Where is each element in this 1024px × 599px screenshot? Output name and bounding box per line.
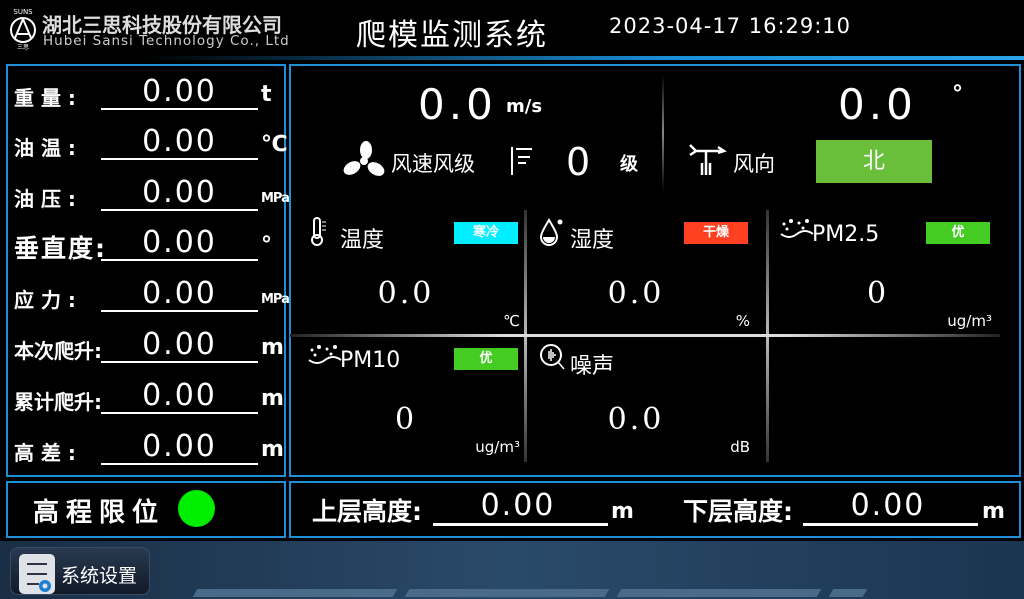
sensor-unit: °	[261, 233, 272, 258]
upper-height-label: 上层高度:	[312, 497, 422, 526]
sensor-unit: MPa	[261, 292, 290, 307]
wind-divider	[662, 74, 664, 192]
sensor-unit: m	[261, 437, 284, 462]
env-title: 温度	[340, 228, 385, 253]
system-settings-label: 系统设置	[61, 565, 138, 587]
env-status-badge: 寒冷	[454, 222, 518, 244]
sensor-label: 应 力 :	[14, 288, 76, 312]
sensor-underline	[101, 463, 258, 465]
datetime: 2023-04-17 16:29:10	[609, 14, 852, 38]
sensor-underline	[101, 259, 258, 261]
environment-panel	[289, 64, 1021, 477]
sensor-unit: t	[261, 82, 272, 107]
wind-speed-value: 0.0	[418, 80, 497, 129]
thermometer-icon	[308, 216, 330, 250]
sensor-underline	[101, 361, 258, 363]
wind-direction-text: 北	[862, 149, 885, 174]
wind-speed-label: 风速风级	[391, 152, 475, 176]
fan-icon	[343, 141, 385, 176]
env-value: 0.0	[377, 276, 435, 311]
sensor-value: 0.00	[142, 225, 217, 260]
env-value: 0.0	[607, 276, 665, 311]
sensor-value: 0.00	[142, 327, 217, 362]
sensor-label: 油 温 :	[14, 136, 76, 160]
wind-vane-icon	[689, 144, 727, 175]
sensor-label: 重 量 :	[14, 86, 76, 110]
sensor-underline	[101, 158, 258, 160]
env-unit: ℃	[503, 312, 520, 330]
env-unit: dB	[730, 438, 750, 456]
header: SUNS 三思 湖北三思科技股份有限公司 Hubei Sansi Technol…	[0, 0, 1024, 62]
upper-height-value: 0.00	[480, 488, 556, 523]
svg-text:SUNS: SUNS	[13, 8, 33, 16]
sensor-unit: ℃	[261, 132, 288, 157]
sensor-label: 油 压 :	[14, 187, 76, 211]
sensor-underline	[101, 310, 258, 312]
limit-status-indicator	[178, 490, 215, 527]
grid-line-h	[290, 334, 1000, 337]
sensor-value: 0.00	[142, 124, 217, 159]
lower-height-value: 0.00	[850, 488, 926, 523]
settings-icon	[19, 554, 55, 594]
sensor-label: 本次爬升:	[14, 339, 102, 363]
lower-height-unit: m	[982, 499, 1005, 524]
limit-panel	[6, 481, 286, 538]
sensor-underline	[101, 108, 258, 110]
env-title: PM10	[340, 348, 401, 373]
env-unit: ug/m³	[475, 438, 520, 456]
page-title: 爬模监测系统	[356, 18, 548, 53]
wind-direction-unit: °	[952, 82, 963, 107]
sensor-unit: MPa	[261, 191, 290, 206]
lower-height-underline	[803, 523, 978, 526]
upper-height-unit: m	[611, 499, 634, 524]
env-value: 0	[394, 402, 418, 437]
system-settings-button[interactable]: 系统设置	[10, 547, 150, 595]
dust-icon	[780, 216, 814, 246]
footer-decoration	[192, 589, 868, 597]
env-status-badge: 干燥	[684, 222, 748, 244]
sensor-value: 0.00	[142, 429, 217, 464]
water-drop-icon	[538, 216, 564, 250]
sensor-underline	[101, 209, 258, 211]
sensor-underline	[101, 412, 258, 414]
sensor-value: 0.00	[142, 276, 217, 311]
env-value: 0	[866, 276, 890, 311]
noise-icon	[538, 342, 566, 376]
sensor-unit: m	[261, 335, 284, 360]
env-title: 湿度	[570, 228, 615, 253]
sensor-value: 0.00	[142, 378, 217, 413]
dust-icon	[308, 342, 342, 372]
header-divider	[140, 56, 1024, 60]
sensor-panel	[6, 64, 286, 477]
sensor-unit: m	[261, 386, 284, 411]
env-unit: %	[735, 312, 750, 330]
sensor-label: 累计爬升:	[14, 390, 102, 414]
wind-speed-unit: m/s	[506, 96, 543, 117]
wind-level-unit: 级	[620, 154, 638, 175]
wind-level-value: 0	[566, 140, 591, 184]
footer-bar	[0, 541, 1024, 599]
limit-label: 高程限位	[33, 498, 166, 528]
sensor-label: 垂直度:	[14, 234, 107, 263]
heights-panel	[289, 481, 1021, 538]
company-name-cn: 湖北三思科技股份有限公司	[42, 13, 282, 37]
lower-height-label: 下层高度:	[683, 497, 793, 526]
company-name-en: Hubei Sansi Technology Co., Ltd	[43, 33, 290, 49]
company-logo-icon: SUNS 三思	[10, 8, 36, 50]
env-status-badge: 优	[926, 222, 990, 244]
wind-level-icon	[511, 147, 532, 175]
wind-direction-label: 风向	[733, 152, 775, 176]
sensor-value: 0.00	[142, 74, 217, 109]
sensor-value: 0.00	[142, 175, 217, 210]
wind-direction-value: 0.0	[838, 80, 917, 129]
env-value: 0.0	[607, 402, 665, 437]
env-status-badge: 优	[454, 348, 518, 370]
env-title: PM2.5	[812, 222, 880, 247]
wind-direction-badge: 北	[816, 140, 932, 183]
env-title: 噪声	[570, 354, 615, 379]
svg-text:三思: 三思	[17, 44, 29, 50]
upper-height-underline	[433, 523, 608, 526]
sensor-label: 高 差 :	[14, 441, 76, 465]
env-unit: ug/m³	[947, 312, 992, 330]
